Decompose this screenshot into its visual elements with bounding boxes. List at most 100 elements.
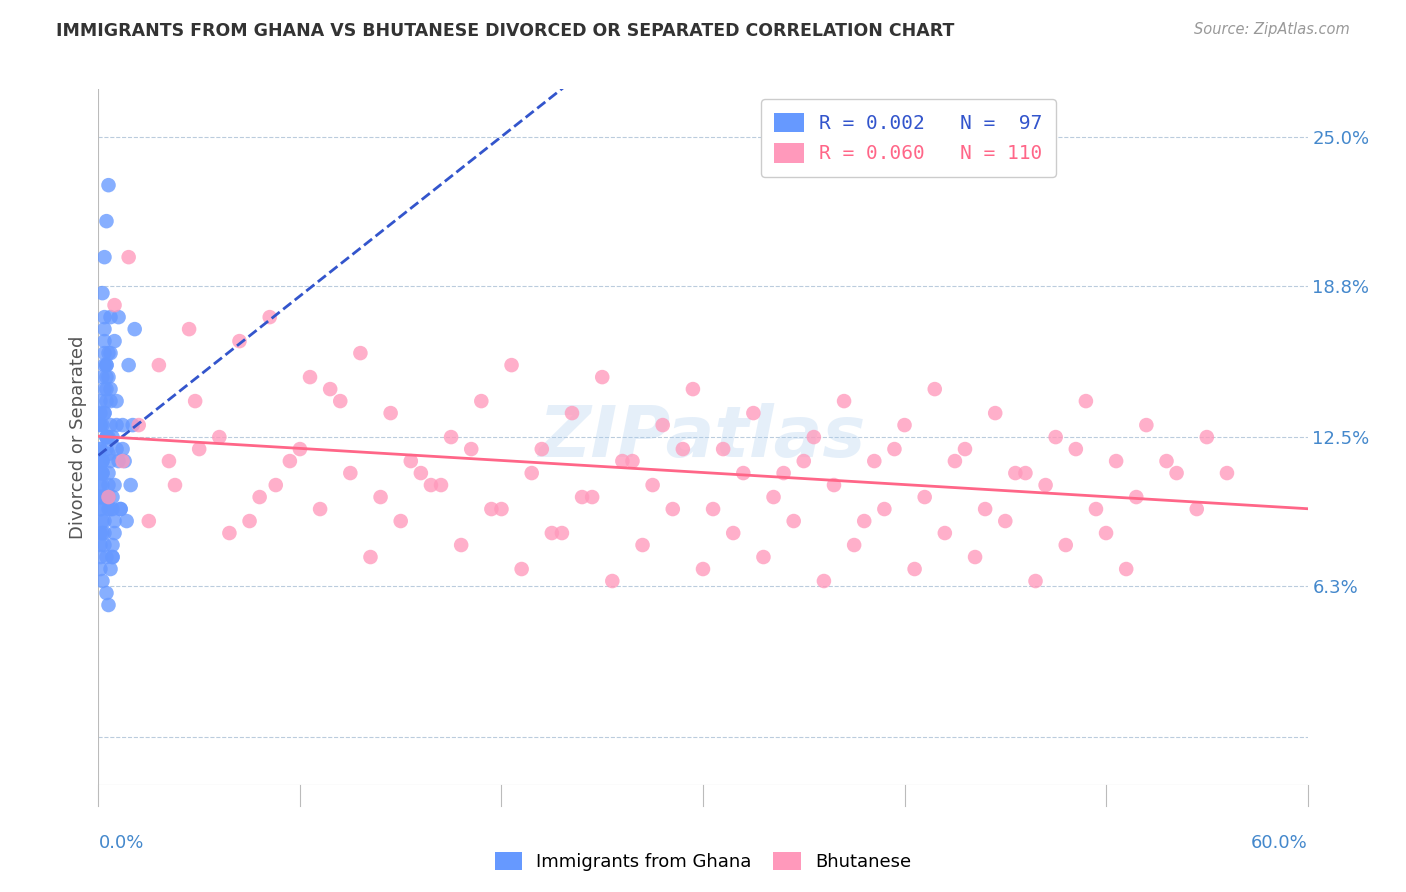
Point — [651, 418, 673, 433]
Point — [103, 478, 125, 492]
Point — [370, 490, 392, 504]
Point — [89, 526, 111, 541]
Point — [91, 478, 114, 492]
Point — [93, 310, 115, 325]
Point — [105, 442, 128, 456]
Point — [97, 490, 120, 504]
Point — [541, 526, 564, 541]
Point — [360, 549, 382, 564]
Point — [319, 382, 342, 396]
Point — [621, 454, 644, 468]
Point — [399, 454, 422, 468]
Point — [91, 490, 114, 504]
Point — [91, 466, 114, 480]
Point — [1025, 574, 1047, 588]
Point — [823, 478, 845, 492]
Point — [105, 394, 128, 409]
Point — [93, 538, 115, 552]
Point — [863, 454, 886, 468]
Point — [883, 442, 905, 456]
Point — [742, 406, 765, 420]
Y-axis label: Divorced or Separated: Divorced or Separated — [69, 335, 87, 539]
Point — [103, 334, 125, 348]
Point — [1125, 490, 1147, 504]
Point — [111, 418, 134, 433]
Point — [813, 574, 835, 588]
Point — [101, 490, 124, 504]
Point — [349, 346, 371, 360]
Point — [440, 430, 463, 444]
Point — [91, 514, 114, 528]
Point — [96, 549, 118, 564]
Point — [89, 418, 111, 433]
Point — [571, 490, 593, 504]
Point — [853, 514, 876, 528]
Point — [994, 514, 1017, 528]
Point — [793, 454, 815, 468]
Point — [89, 478, 111, 492]
Point — [389, 514, 412, 528]
Point — [100, 562, 122, 576]
Point — [148, 358, 170, 372]
Point — [101, 502, 124, 516]
Point — [101, 538, 124, 552]
Point — [96, 370, 118, 384]
Point — [89, 454, 111, 468]
Point — [288, 442, 311, 456]
Point — [96, 586, 118, 600]
Point — [110, 502, 132, 516]
Point — [612, 454, 634, 468]
Point — [93, 334, 115, 348]
Point — [309, 502, 332, 516]
Point — [501, 358, 523, 372]
Point — [115, 514, 138, 528]
Point — [100, 418, 122, 433]
Point — [103, 514, 125, 528]
Point — [93, 490, 115, 504]
Point — [96, 214, 118, 228]
Point — [91, 454, 114, 468]
Point — [1115, 562, 1137, 576]
Point — [591, 370, 613, 384]
Point — [460, 442, 482, 456]
Point — [89, 490, 111, 504]
Point — [93, 406, 115, 420]
Point — [100, 310, 122, 325]
Point — [91, 526, 114, 541]
Point — [530, 442, 553, 456]
Point — [783, 514, 806, 528]
Point — [93, 382, 115, 396]
Point — [723, 526, 745, 541]
Point — [107, 454, 129, 468]
Point — [93, 250, 115, 264]
Point — [339, 466, 361, 480]
Point — [93, 322, 115, 336]
Point — [299, 370, 322, 384]
Point — [943, 454, 966, 468]
Point — [100, 382, 122, 396]
Point — [692, 562, 714, 576]
Point — [1105, 454, 1128, 468]
Point — [581, 490, 603, 504]
Text: 60.0%: 60.0% — [1251, 834, 1308, 852]
Point — [91, 370, 114, 384]
Point — [96, 358, 118, 372]
Text: ZIPatlas: ZIPatlas — [540, 402, 866, 472]
Point — [97, 370, 120, 384]
Point — [510, 562, 533, 576]
Point — [752, 549, 775, 564]
Point — [100, 454, 122, 468]
Point — [128, 418, 150, 433]
Point — [184, 394, 207, 409]
Point — [91, 574, 114, 588]
Point — [1045, 430, 1067, 444]
Point — [924, 382, 946, 396]
Point — [278, 454, 301, 468]
Point — [93, 358, 115, 372]
Point — [904, 562, 927, 576]
Point — [1064, 442, 1087, 456]
Point — [120, 478, 142, 492]
Point — [1085, 502, 1108, 516]
Point — [228, 334, 250, 348]
Point — [105, 418, 128, 433]
